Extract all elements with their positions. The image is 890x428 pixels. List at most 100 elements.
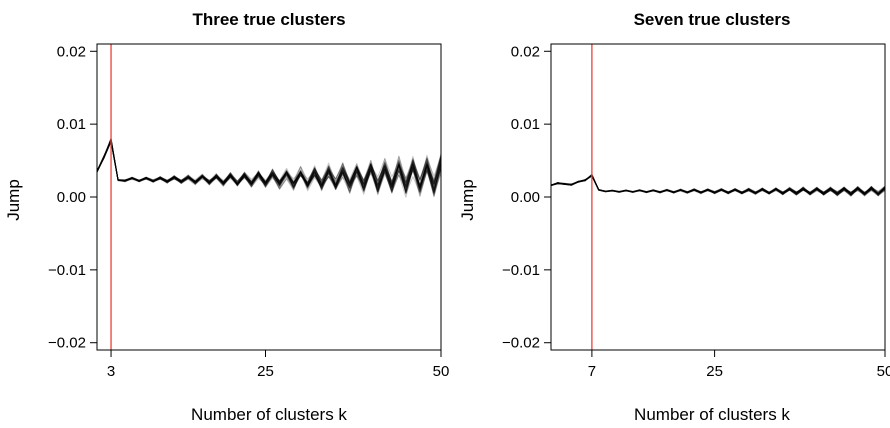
y-tick-label: 0.01 (511, 116, 540, 133)
jump-curve-series (96, 138, 442, 188)
jump-curve-series (96, 140, 442, 198)
jump-curve-series (550, 174, 886, 195)
jump-curve-series (550, 175, 886, 195)
jump-curve-series (96, 140, 442, 190)
jump-curve-series (550, 175, 886, 196)
jump-curve-series (550, 173, 886, 196)
jump-curve-series (96, 137, 442, 191)
jump-curve-series (550, 174, 886, 197)
jump-curve-series (550, 174, 886, 197)
x-tick-label: 50 (877, 363, 890, 380)
jump-curve-series (550, 175, 886, 195)
jump-curve-series (550, 175, 886, 197)
jump-curve-series (96, 139, 442, 194)
y-tick-label: 0.02 (57, 43, 86, 60)
jump-curve-series (550, 175, 886, 195)
jump-curve-series (550, 174, 886, 196)
jump-curve-series (96, 141, 442, 192)
x-axis-label: Number of clusters k (634, 405, 790, 424)
jump-curve-series (550, 173, 886, 195)
jump-curve-series (96, 140, 442, 196)
jump-curve-series (96, 137, 442, 192)
jump-curve-series (550, 173, 886, 196)
jump-curve-series (96, 139, 442, 195)
jump-curve-series (550, 174, 886, 196)
jump-curve-series (96, 137, 442, 193)
jump-curve-series (550, 175, 886, 196)
jump-curve-series (96, 140, 442, 194)
x-tick-label: 7 (588, 363, 596, 380)
x-axis-label: Number of clusters k (191, 405, 347, 424)
jump-curve-series (96, 139, 442, 188)
y-tick-label: 0.02 (511, 43, 540, 60)
jump-curve-series (550, 174, 886, 197)
y-tick-label: 0.01 (57, 116, 86, 133)
jump-curve-series (550, 174, 886, 197)
jump-curve-series (550, 174, 886, 196)
jump-curve-series (96, 137, 442, 198)
jump-curve-series (550, 175, 886, 195)
jump-curve-series (550, 175, 886, 196)
axes-layer: −0.02 −0.01 0.00 0.01 0.02 3 25 50 (48, 43, 449, 380)
jump-curve-series (550, 174, 886, 194)
jump-curve-series (96, 140, 442, 194)
jump-curve-series (96, 140, 442, 185)
axes-layer: −0.02 −0.01 0.00 0.01 0.02 7 25 50 (502, 43, 890, 380)
jump-curve-series (550, 175, 886, 197)
jump-curve-series (96, 139, 442, 191)
y-tick-label: −0.01 (502, 262, 540, 279)
jump-curve-series (96, 141, 442, 196)
jump-curve-series (96, 139, 442, 193)
series-layer (550, 173, 886, 197)
jump-curve-series (96, 140, 442, 198)
jump-curve-series (550, 174, 886, 195)
x-tick-label: 50 (433, 363, 450, 380)
series-layer (96, 137, 442, 198)
jump-curve-series (96, 139, 442, 195)
chart-title: Seven true clusters (634, 10, 791, 29)
chart-panel-seven-clusters: Seven true clusters Number of clusters k… (458, 10, 890, 424)
jump-curve-series (96, 138, 442, 195)
jump-curve-series (550, 175, 886, 195)
plot-frame (96, 43, 442, 351)
jump-curve-series (96, 139, 442, 192)
jump-curve-series (550, 174, 886, 196)
jump-curve-series (96, 137, 442, 188)
jump-curve-series (550, 174, 886, 195)
y-tick-label: −0.01 (48, 262, 86, 279)
jump-curve-series (550, 174, 886, 196)
jump-curve-series (96, 139, 442, 191)
jump-curve-series (96, 138, 442, 194)
jump-curve-series (96, 140, 442, 190)
jump-curve-series (550, 175, 886, 195)
jump-curve-series (96, 141, 442, 194)
x-tick-label: 25 (706, 363, 723, 380)
jump-curve-series (96, 139, 442, 197)
jump-curve-series (550, 174, 886, 196)
jump-curve-series (96, 138, 442, 192)
jump-curve-series (550, 174, 886, 195)
y-tick-label: 0.00 (511, 189, 540, 206)
jump-curve-series (550, 175, 886, 196)
jump-curve-series (96, 141, 442, 191)
x-tick-label: 3 (107, 363, 115, 380)
chart-title: Three true clusters (192, 10, 345, 29)
jump-curve-series (96, 139, 442, 194)
x-tick-label: 25 (257, 363, 274, 380)
jump-curve-series (550, 174, 886, 195)
y-tick-label: −0.02 (502, 335, 540, 352)
jump-curve-series (550, 175, 886, 197)
y-tick-label: 0.00 (57, 189, 86, 206)
chart-panel-three-clusters: Three true clusters Number of clusters k… (4, 10, 449, 424)
jump-curve-series (96, 140, 442, 193)
jump-curve-series (96, 141, 442, 189)
jump-curve-series (550, 175, 886, 197)
y-axis-label: Jump (4, 179, 23, 221)
y-tick-label: −0.02 (48, 335, 86, 352)
jump-curve-series (96, 141, 442, 188)
jump-curve-series (550, 174, 886, 195)
jump-curve-series (96, 139, 442, 192)
jump-curve-series (96, 140, 442, 187)
jump-curve-series (550, 175, 886, 196)
jump-curve-series (550, 175, 886, 196)
